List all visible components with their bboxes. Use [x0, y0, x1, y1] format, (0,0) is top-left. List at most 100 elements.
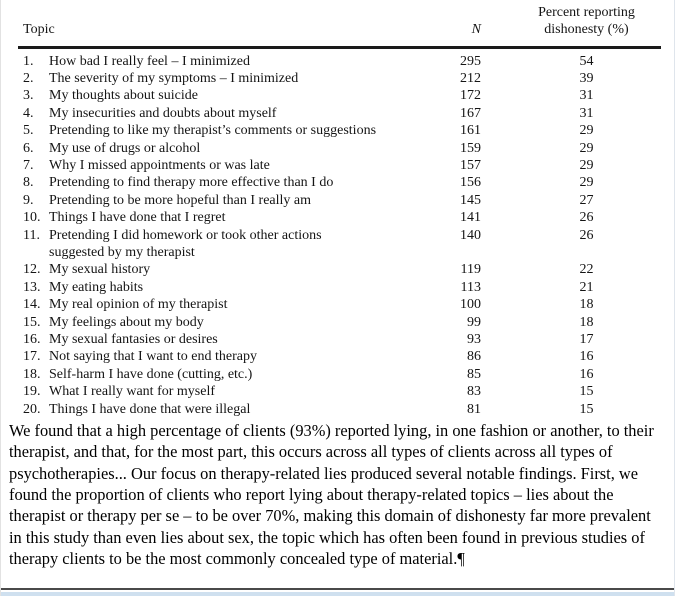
- row-number: 13.: [23, 279, 41, 295]
- row-percent-value: 29: [579, 123, 594, 139]
- row-n-value: 295: [460, 53, 481, 69]
- row-topic: Things I have done that were illegal: [49, 401, 251, 417]
- row-percent-value: 29: [579, 157, 594, 173]
- row-n-value: 81: [467, 401, 481, 417]
- table-row: 18. Self-harm I have done (cutting, etc.…: [1, 366, 674, 383]
- table-row: 14. My real opinion of my therapist 100 …: [1, 296, 674, 313]
- window-bottom-edge: [1, 592, 674, 596]
- row-percent-value: 16: [579, 366, 594, 382]
- row-percent-value: 17: [579, 332, 594, 347]
- row-percent-value: 21: [579, 279, 594, 295]
- row-n-value: 159: [460, 140, 481, 156]
- row-number: 7.: [23, 157, 34, 173]
- header-rule: [18, 46, 661, 49]
- table-row: 17. Not saying that I want to end therap…: [1, 348, 674, 365]
- table-header-row: Topic N Percent reporting dishonesty (%): [1, 2, 674, 38]
- row-n-value: 113: [460, 279, 481, 295]
- row-number: 9.: [23, 192, 34, 208]
- table-row: 1. How bad I really feel – I minimized 2…: [1, 53, 674, 70]
- row-number: 6.: [23, 140, 34, 156]
- table-row: 16. My sexual fantasies or desires 93 17: [1, 331, 674, 348]
- row-number: 8.: [23, 175, 34, 191]
- row-n-value: 145: [460, 192, 481, 208]
- row-number: 12.: [23, 262, 41, 278]
- row-n-value: 86: [467, 349, 481, 365]
- row-number: 5.: [23, 123, 34, 139]
- row-topic: Self-harm I have done (cutting, etc.): [49, 366, 253, 382]
- row-percent-value: 22: [579, 262, 594, 278]
- row-topic: What I really want for myself: [49, 384, 215, 400]
- row-topic: My thoughts about suicide: [49, 88, 198, 104]
- row-percent-value: 29: [579, 175, 594, 191]
- row-topic: My use of drugs or alcohol: [49, 140, 201, 156]
- row-percent-value: 31: [579, 88, 594, 104]
- findings-paragraph: We found that a high percentage of clien…: [1, 418, 674, 569]
- row-n-value: 100: [460, 297, 481, 313]
- row-n-value: 141: [460, 210, 481, 226]
- row-n-value: 119: [460, 262, 481, 278]
- table-row: 20. Things I have done that were illegal…: [1, 401, 674, 418]
- row-n-value: 140: [460, 227, 481, 243]
- row-topic: My eating habits: [49, 279, 144, 295]
- row-topic: Pretending to be more hopeful than I rea…: [49, 192, 312, 208]
- row-n-value: 99: [467, 314, 481, 330]
- row-percent-value: 15: [579, 401, 594, 417]
- row-number: 19.: [23, 384, 41, 400]
- table-row: 13. My eating habits 113 21: [1, 279, 674, 296]
- table-row: 2. The severity of my symptoms – I minim…: [1, 70, 674, 87]
- column-header-topic: Topic: [23, 21, 55, 37]
- table-row: 12. My sexual history 119 22: [1, 261, 674, 278]
- row-topic: Why I missed appointments or was late: [49, 157, 270, 173]
- column-header-percent: Percent reporting dishonesty (%): [481, 5, 674, 38]
- table-row: 11. Pretending I did homework or took ot…: [1, 227, 674, 262]
- row-n-value: 83: [467, 384, 481, 400]
- row-percent-value: 27: [579, 192, 594, 208]
- column-header-n: N: [471, 21, 481, 37]
- row-number: 14.: [23, 297, 41, 313]
- row-number: 1.: [23, 53, 34, 69]
- row-number: 10.: [23, 210, 41, 226]
- table-row: 6. My use of drugs or alcohol 159 29: [1, 140, 674, 157]
- row-n-value: 156: [460, 175, 481, 191]
- row-topic: Things I have done that I regret: [49, 210, 226, 226]
- row-number: 16.: [23, 332, 41, 347]
- row-topic: How bad I really feel – I minimized: [49, 53, 250, 69]
- row-topic: The severity of my symptoms – I minimize…: [49, 70, 299, 86]
- row-number: 11.: [23, 227, 40, 243]
- row-topic: My feelings about my body: [49, 314, 204, 330]
- row-number: 2.: [23, 70, 34, 86]
- row-n-value: 161: [460, 123, 481, 139]
- row-n-value: 157: [460, 157, 481, 173]
- row-topic: My insecurities and doubts about myself: [49, 105, 277, 121]
- row-number: 4.: [23, 105, 34, 121]
- table-row: 8. Pretending to find therapy more effec…: [1, 174, 674, 191]
- row-percent-value: 39: [579, 70, 594, 86]
- table-row: 19. What I really want for myself 83 15: [1, 383, 674, 400]
- row-number: 15.: [23, 314, 41, 330]
- row-topic: My sexual fantasies or desires: [49, 332, 218, 347]
- row-percent-value: 29: [579, 140, 594, 156]
- table-body: 1. How bad I really feel – I minimized 2…: [1, 53, 674, 419]
- row-number: 18.: [23, 366, 41, 382]
- table-row: 4. My insecurities and doubts about myse…: [1, 105, 674, 122]
- table-row: 3. My thoughts about suicide 172 31: [1, 87, 674, 104]
- row-topic: My real opinion of my therapist: [49, 297, 228, 313]
- row-n-value: 172: [460, 88, 481, 104]
- row-topic: Not saying that I want to end therapy: [49, 349, 258, 365]
- row-percent-value: 31: [579, 105, 594, 121]
- findings-paragraph-text: We found that a high percentage of clien…: [9, 421, 654, 568]
- row-percent-value: 26: [579, 210, 594, 226]
- table-row: 5. Pretending to like my therapist’s com…: [1, 122, 674, 139]
- row-percent-value: 18: [579, 314, 594, 330]
- row-n-value: 212: [460, 70, 481, 86]
- page-bottom-rule: [1, 588, 674, 590]
- row-percent-value: 15: [579, 384, 594, 400]
- row-number: 17.: [23, 349, 41, 365]
- row-percent-value: 18: [579, 297, 594, 313]
- row-number: 3.: [23, 88, 34, 104]
- row-topic: Pretending to find therapy more effectiv…: [49, 175, 334, 191]
- row-n-value: 85: [467, 366, 481, 382]
- row-n-value: 93: [467, 332, 481, 347]
- dishonesty-topics-table: Topic N Percent reporting dishonesty (%)…: [1, 0, 674, 418]
